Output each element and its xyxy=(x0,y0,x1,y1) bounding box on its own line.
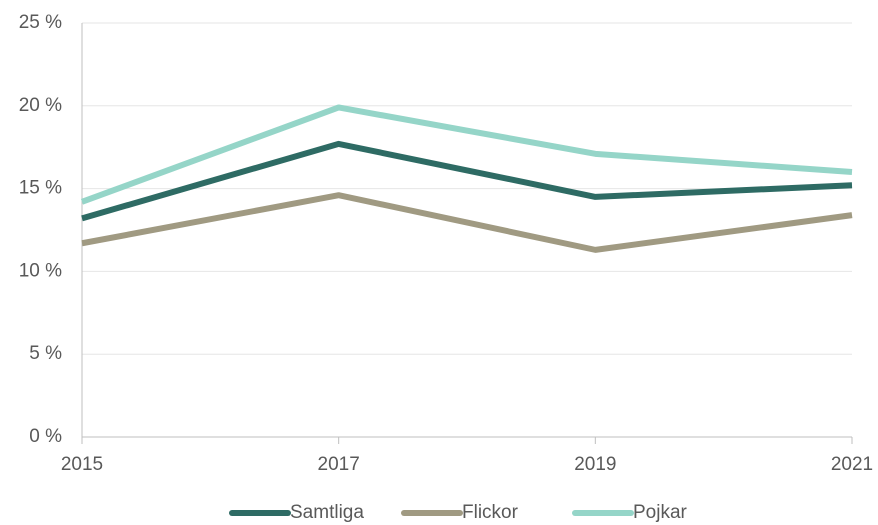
y-tick-label: 15 % xyxy=(19,178,62,199)
series-line xyxy=(80,104,853,205)
y-tick-label: 20 % xyxy=(19,95,62,116)
x-tick-label: 2017 xyxy=(318,454,360,475)
y-tick-label: 25 % xyxy=(19,12,62,33)
legend-label: Samtliga xyxy=(290,502,364,523)
y-tick-label: 5 % xyxy=(29,343,62,364)
x-tick-label: 2021 xyxy=(831,454,873,475)
x-tick-label: 2015 xyxy=(61,454,103,475)
y-tick-label: 0 % xyxy=(29,426,62,447)
series-line xyxy=(81,140,853,222)
series-line xyxy=(81,192,853,253)
x-tick-label: 2019 xyxy=(574,454,616,475)
legend-label: Flickor xyxy=(462,502,519,523)
legend-label: Pojkar xyxy=(633,502,688,523)
y-tick-label: 10 % xyxy=(19,260,62,281)
